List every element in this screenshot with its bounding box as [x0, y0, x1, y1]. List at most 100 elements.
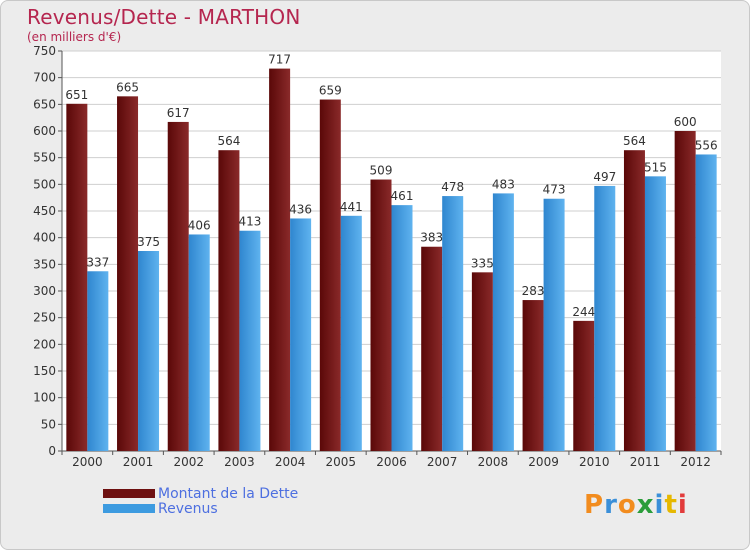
revenue-value-label: 497	[593, 170, 616, 184]
debt-bar	[573, 320, 595, 451]
revenue-bar	[695, 154, 717, 451]
y-tick-label: 500	[33, 177, 56, 191]
revenue-bar	[188, 234, 210, 451]
y-tick-label: 50	[41, 417, 56, 431]
revenue-bar	[594, 185, 616, 451]
y-tick-label: 700	[33, 71, 56, 85]
y-tick-label: 650	[33, 97, 56, 111]
revenue-value-label: 375	[137, 235, 160, 249]
logo-letter: t	[664, 490, 678, 520]
x-tick-label: 2011	[630, 455, 661, 469]
debt-bar	[66, 103, 88, 452]
debt-value-label: 717	[268, 53, 291, 67]
revenue-bar	[290, 218, 312, 451]
y-tick-label: 450	[33, 204, 56, 218]
debt-value-label: 564	[217, 134, 240, 148]
debt-value-label: 659	[319, 84, 342, 98]
debt-value-label: 335	[471, 256, 494, 270]
revenue-bar	[239, 230, 261, 451]
x-tick-label: 2002	[173, 455, 204, 469]
x-tick-label: 2000	[72, 455, 103, 469]
revenue-bar	[391, 205, 413, 451]
x-tick-label: 2012	[680, 455, 711, 469]
revenue-bar	[87, 271, 109, 451]
legend-swatch-revenue	[103, 504, 155, 513]
y-tick-label: 400	[33, 231, 56, 245]
revenue-value-label: 413	[238, 215, 261, 229]
y-tick-label: 350	[33, 257, 56, 271]
debt-value-label: 564	[623, 134, 646, 148]
x-tick-label: 2004	[275, 455, 306, 469]
revenue-value-label: 461	[391, 189, 414, 203]
logo-letter: o	[617, 490, 637, 520]
legend-item-revenue: Revenus	[103, 500, 298, 517]
debt-bar	[421, 246, 443, 451]
debt-bar	[218, 150, 240, 451]
y-tick-label: 150	[33, 364, 56, 378]
revenue-bar	[644, 176, 666, 452]
x-tick-label: 2005	[326, 455, 357, 469]
debt-value-label: 244	[572, 305, 595, 319]
y-tick-label: 300	[33, 284, 56, 298]
x-tick-label: 2006	[376, 455, 407, 469]
revenue-value-label: 337	[86, 255, 109, 269]
legend-item-debt: Montant de la Dette	[103, 485, 299, 502]
x-tick-label: 2010	[579, 455, 610, 469]
debt-bar	[623, 150, 645, 451]
legend-swatch-debt	[103, 489, 155, 498]
revenue-bar	[492, 193, 514, 451]
debt-bar	[117, 96, 139, 451]
revenue-bar	[543, 198, 565, 451]
revenue-value-label: 436	[289, 202, 312, 216]
revenue-value-label: 478	[441, 180, 464, 194]
x-tick-label: 2007	[427, 455, 458, 469]
revenue-value-label: 473	[543, 183, 566, 197]
x-tick-label: 2001	[123, 455, 154, 469]
y-tick-label: 550	[33, 151, 56, 165]
legend-label-revenue: Revenus	[158, 500, 218, 517]
legend-label-debt: Montant de la Dette	[158, 485, 299, 502]
debt-value-label: 283	[522, 284, 545, 298]
debt-bar	[319, 99, 341, 452]
revenue-bar	[138, 251, 160, 451]
revenue-value-label: 515	[644, 160, 667, 174]
logo-letter: i	[654, 490, 665, 520]
chart-subtitle: (en milliers d'€)	[27, 30, 122, 44]
x-tick-label: 2009	[528, 455, 559, 469]
debt-value-label: 651	[65, 88, 88, 102]
logo-letter: i	[677, 490, 688, 520]
proxiti-logo: Proxiti	[584, 490, 688, 520]
logo-letter: r	[604, 490, 618, 520]
debt-value-label: 617	[167, 106, 190, 120]
revenue-value-label: 556	[695, 138, 718, 152]
logo-letter: x	[636, 490, 655, 520]
debt-value-label: 509	[370, 164, 393, 178]
debt-value-label: 665	[116, 80, 139, 94]
revenue-value-label: 483	[492, 177, 515, 191]
debt-bar	[674, 131, 696, 451]
revenue-bar	[442, 196, 464, 451]
logo-letter: P	[584, 490, 605, 520]
y-tick-label: 100	[33, 391, 56, 405]
chart-title: Revenus/Dette - MARTHON	[27, 5, 301, 29]
x-tick-label: 2008	[478, 455, 509, 469]
legend: Montant de la Dette Revenus	[103, 485, 299, 517]
y-tick-label: 200	[33, 337, 56, 351]
debt-bar	[167, 121, 189, 451]
y-tick-label: 250	[33, 311, 56, 325]
debt-value-label: 600	[674, 115, 697, 129]
debt-value-label: 383	[420, 231, 443, 245]
revenue-value-label: 406	[188, 218, 211, 232]
debt-bar	[522, 300, 544, 451]
debt-bar	[370, 179, 392, 452]
revenue-value-label: 441	[340, 200, 363, 214]
revenue-bar	[340, 215, 362, 451]
debt-bar	[269, 68, 291, 451]
y-tick-label: 750	[33, 44, 56, 58]
y-tick-label: 600	[33, 124, 56, 138]
debt-bar	[471, 272, 493, 451]
x-tick-label: 2003	[224, 455, 255, 469]
y-tick-label: 0	[48, 444, 56, 458]
